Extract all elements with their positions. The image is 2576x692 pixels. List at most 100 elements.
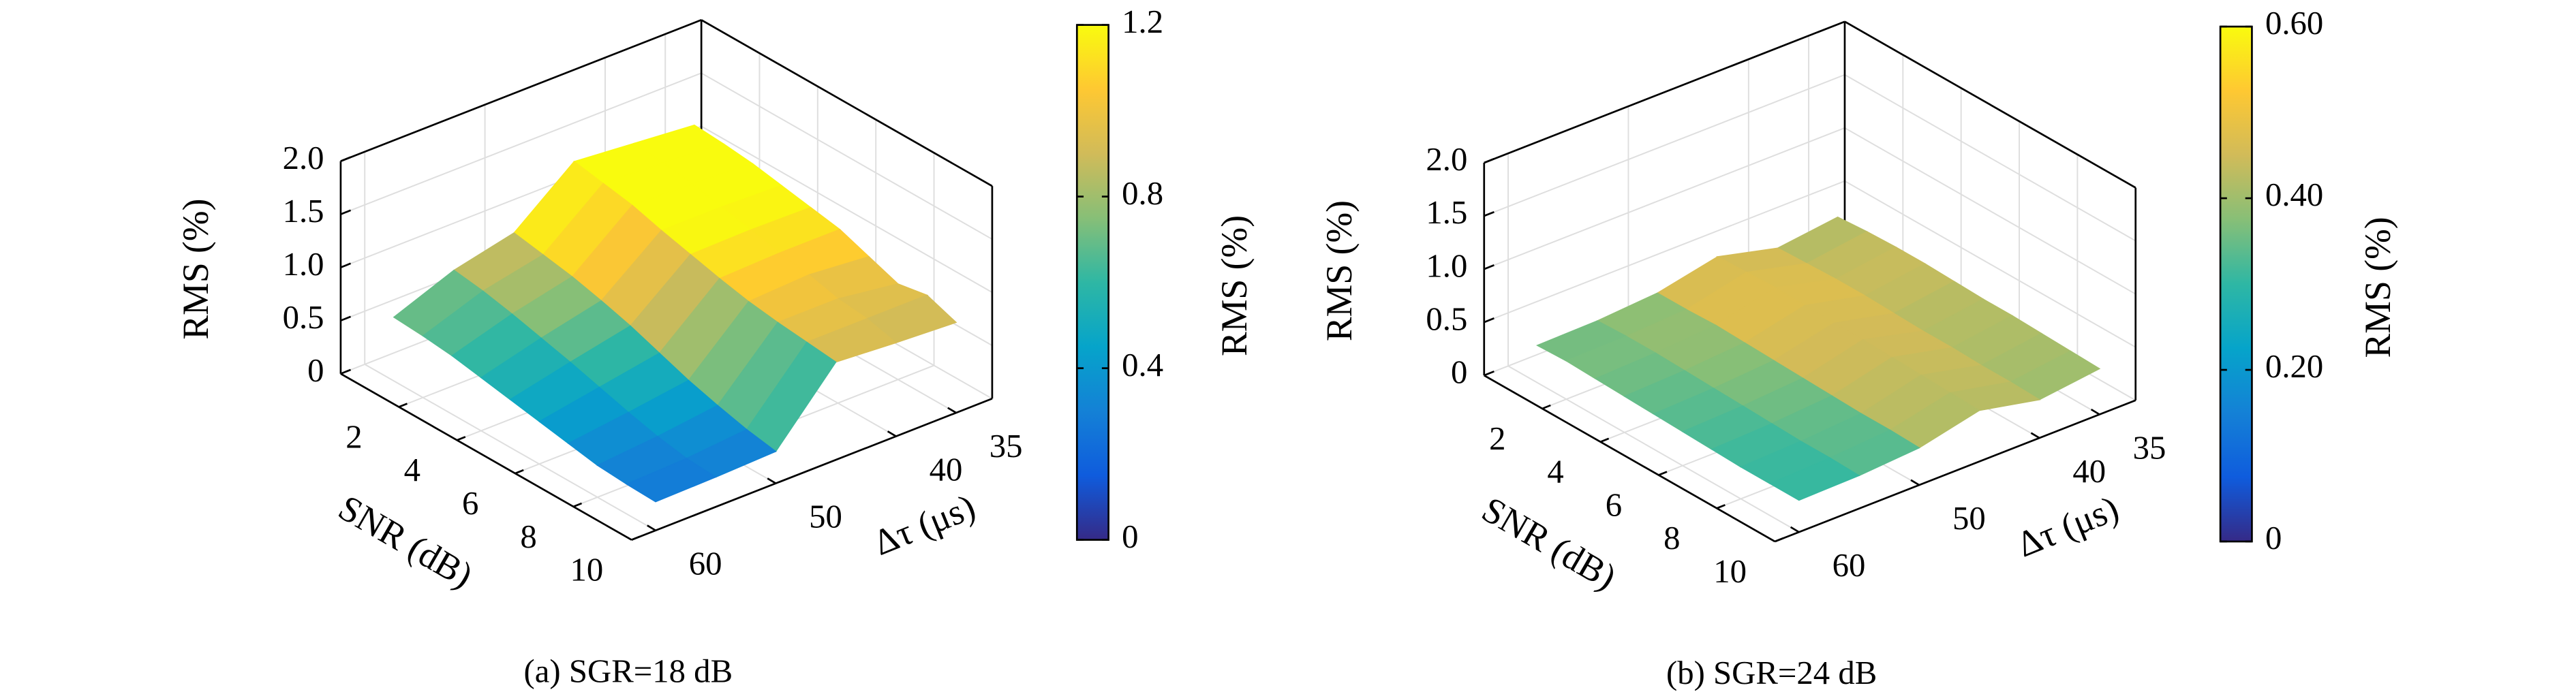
- x-tick: [398, 403, 408, 408]
- axis-box-edge: [1775, 399, 2136, 543]
- z-axis-label: RMS (%): [1319, 200, 1360, 341]
- z-tick-label: 0.5: [283, 299, 324, 336]
- grid-line: [1844, 127, 2136, 295]
- grid-line: [701, 125, 993, 294]
- grid-line: [701, 72, 993, 240]
- y-tick-label: 40: [930, 451, 963, 488]
- y-tick-label: 60: [689, 546, 722, 582]
- colorbar: [1075, 24, 1109, 541]
- colorbar-label: RMS (%): [2357, 217, 2398, 358]
- caption: (a) SGR=18 dB: [524, 652, 733, 689]
- x-tick-label: 6: [462, 485, 478, 522]
- colorbar: [2219, 25, 2253, 543]
- y-axis-label: Δτ (μs): [2011, 488, 2124, 565]
- panel: 0 0.5 1.0 1.5 2.0 2 4 6 8 10 35 40 50 60 RMS (%) SNR (d…: [1319, 5, 2398, 691]
- x-tick-label: 10: [1713, 553, 1747, 590]
- surface-cell: [1768, 457, 1860, 501]
- colorbar-tick-label: 0.8: [1122, 175, 1163, 212]
- z-tick: [1484, 371, 1494, 377]
- x-tick-label: 4: [404, 452, 420, 488]
- grid-line: [340, 72, 702, 215]
- x-tick: [1599, 437, 1610, 443]
- y-tick: [947, 407, 957, 414]
- z-tick-label: 1.5: [283, 193, 324, 230]
- x-axis-label: SNR (dB): [1475, 488, 1623, 597]
- x-tick: [1658, 471, 1668, 476]
- z-tick-label: 2.0: [283, 140, 324, 176]
- x-tick: [572, 502, 583, 508]
- panel: 0 0.5 1.0 1.5 2.0 2 4 6 8 10 35 40 50 60 RMS (%) SNR (d…: [175, 3, 1255, 690]
- z-tick: [1484, 317, 1494, 324]
- caption: (b) SGR=24 dB: [1666, 655, 1877, 691]
- z-tick-label: 2.0: [1426, 141, 1467, 178]
- z-tick: [1484, 264, 1494, 270]
- colorbar-tick-label: 0: [1122, 518, 1138, 555]
- grid-line: [1844, 180, 2136, 348]
- axis-box-edge: [631, 398, 993, 541]
- x-tick: [631, 535, 641, 541]
- colorbar-tick-label: 0: [2265, 520, 2282, 556]
- y-axis-label: Δτ (μs): [868, 486, 981, 563]
- colorbar-tick-label: 0.4: [1122, 347, 1163, 383]
- x-axis-label: SNR (dB): [332, 487, 480, 596]
- y-tick: [1910, 479, 1920, 486]
- y-tick: [767, 477, 777, 484]
- z-tick: [1484, 157, 1494, 164]
- surface-cell: [625, 458, 717, 503]
- y-tick: [1790, 526, 1800, 533]
- axis-box-edge: [1484, 20, 1845, 164]
- z-tick-label: 1.0: [1426, 247, 1467, 284]
- colorbar-tick-label: 0.40: [2265, 176, 2323, 213]
- y-tick-label: 50: [809, 499, 842, 535]
- grid-line: [1844, 74, 2136, 242]
- x-tick-label: 2: [346, 418, 362, 455]
- x-tick-label: 4: [1547, 454, 1563, 490]
- x-tick: [1775, 537, 1784, 543]
- colorbar-tick-label: 1.2: [1122, 3, 1163, 40]
- grid-line: [1507, 365, 1800, 533]
- z-tick-label: 1.5: [1426, 194, 1467, 231]
- axis-box-edge: [701, 19, 993, 187]
- x-tick-label: 8: [520, 518, 536, 555]
- y-tick: [2090, 409, 2100, 415]
- z-tick: [340, 315, 352, 321]
- y-tick: [887, 430, 897, 437]
- colorbar-tick-label: 0.60: [2265, 5, 2323, 42]
- axis-box-edge: [340, 373, 632, 541]
- z-tick: [1484, 210, 1494, 217]
- axis-box-edge: [1484, 375, 1776, 543]
- axis-box-edge: [340, 19, 702, 162]
- y-tick: [647, 524, 656, 531]
- y-tick-label: 35: [990, 428, 1023, 465]
- grid-line: [1484, 180, 1845, 324]
- x-tick-label: 2: [1489, 420, 1505, 457]
- z-tick: [340, 156, 352, 162]
- z-tick: [340, 262, 352, 268]
- grid-line: [1484, 127, 1845, 270]
- z-axis-label: RMS (%): [175, 199, 216, 340]
- x-tick-label: 6: [1606, 486, 1622, 523]
- x-tick: [515, 469, 524, 475]
- y-tick-label: 40: [2072, 453, 2106, 490]
- colorbar-tick-label: 0.20: [2265, 348, 2323, 385]
- z-tick-label: 0: [1451, 353, 1467, 390]
- z-tick-label: 0: [307, 352, 324, 389]
- z-tick-label: 0.5: [1426, 300, 1467, 337]
- x-tick: [1716, 504, 1726, 509]
- y-tick-label: 50: [1952, 500, 1986, 537]
- colorbar-label: RMS (%): [1214, 215, 1255, 356]
- z-tick-label: 1.0: [283, 246, 324, 283]
- axis-box-edge: [1844, 20, 2136, 189]
- x-tick-label: 8: [1663, 520, 1680, 556]
- grid-line: [1484, 74, 1845, 217]
- z-tick: [340, 209, 352, 215]
- x-tick: [457, 436, 466, 441]
- y-tick-label: 35: [2133, 429, 2166, 466]
- z-tick: [340, 368, 352, 375]
- x-tick-label: 10: [570, 552, 603, 588]
- y-tick-label: 60: [1833, 547, 1866, 584]
- y-tick: [2030, 432, 2040, 439]
- x-tick: [1542, 404, 1551, 410]
